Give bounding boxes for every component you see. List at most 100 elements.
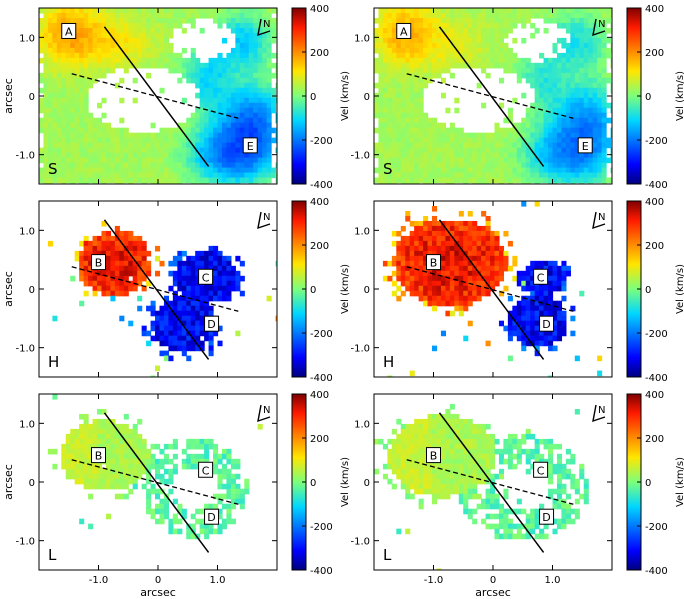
velocity-cell [485, 215, 491, 222]
velocity-cell [123, 240, 129, 247]
velocity-cell [507, 12, 513, 19]
component-label-B: B [91, 254, 106, 271]
velocity-cell [105, 240, 111, 247]
velocity-cell [405, 255, 411, 262]
velocity-cell [105, 162, 111, 169]
velocity-cell [570, 77, 576, 84]
velocity-cell [588, 157, 594, 164]
velocity-cell [74, 162, 80, 169]
velocity-cell [248, 97, 254, 104]
velocity-cell [472, 428, 478, 435]
velocity-cell [92, 428, 98, 435]
velocity-cell [534, 345, 540, 352]
velocity-cell [217, 250, 223, 257]
velocity-cell [105, 458, 111, 465]
velocity-cell [271, 102, 277, 109]
velocity-cell [221, 290, 228, 297]
velocity-cell [195, 285, 201, 292]
velocity-cell [114, 473, 120, 480]
velocity-cell [454, 295, 460, 302]
velocity-cell [128, 255, 134, 262]
velocity-cell [561, 157, 567, 164]
velocity-cells [382, 201, 603, 377]
velocity-cell [221, 177, 228, 184]
velocity-cell [561, 42, 567, 49]
component-label-D: D [204, 315, 220, 332]
velocity-cell [159, 57, 165, 64]
velocity-cell [119, 132, 125, 139]
velocity-cell [97, 117, 103, 124]
velocity-cell [400, 182, 406, 184]
velocity-cell [548, 62, 554, 69]
velocity-cell [418, 67, 424, 74]
velocity-cell [449, 182, 455, 184]
velocity-cell [208, 92, 214, 99]
velocity-cell [476, 290, 482, 297]
velocity-cell [601, 127, 607, 134]
velocity-cell [248, 172, 254, 179]
velocity-cell [521, 320, 527, 327]
velocity-cell [454, 413, 460, 420]
velocity-cell [405, 182, 411, 184]
velocity-cell [556, 62, 563, 69]
velocity-cell [97, 17, 103, 24]
velocity-cell [476, 82, 482, 89]
velocity-cell [552, 300, 558, 307]
velocity-cell [414, 142, 420, 149]
velocity-cell [597, 102, 603, 109]
velocity-cell [141, 265, 147, 272]
north-label: N [598, 212, 605, 223]
velocity-cell [418, 250, 424, 257]
velocity-cell [208, 265, 214, 272]
velocity-cell [418, 87, 424, 94]
velocity-cell [396, 275, 402, 282]
velocity-cell [181, 330, 187, 337]
velocity-cell [257, 27, 263, 34]
velocity-cell [432, 423, 438, 430]
velocity-cell [440, 300, 446, 307]
velocity-cell [101, 438, 107, 445]
velocity-cell [423, 82, 429, 89]
velocity-cell [409, 285, 415, 292]
velocity-cell [190, 137, 196, 144]
velocity-cell [132, 157, 138, 164]
velocity-cell [137, 305, 143, 312]
velocity-cell [213, 102, 219, 109]
velocity-cell [445, 172, 451, 179]
velocity-cell [427, 72, 433, 79]
velocity-cell [583, 82, 589, 89]
velocity-cell [105, 12, 111, 19]
velocity-cell [432, 147, 438, 154]
velocity-cell [123, 137, 129, 144]
velocity-cell [271, 17, 277, 24]
velocity-cell [213, 117, 219, 124]
velocity-cell [262, 92, 268, 99]
velocity-cell [494, 245, 500, 252]
velocity-cell [253, 22, 259, 29]
velocity-cell [467, 220, 473, 227]
velocity-cell [432, 117, 438, 124]
velocity-cell [543, 77, 549, 84]
velocity-cell [123, 157, 129, 164]
velocity-cell [221, 8, 228, 14]
north-label: N [263, 212, 270, 223]
velocity-cell [248, 112, 254, 119]
velocity-cell [467, 12, 473, 19]
velocity-cell [88, 57, 94, 64]
velocity-cell [552, 72, 558, 79]
velocity-cell [436, 37, 442, 44]
velocity-cell [445, 225, 451, 232]
velocity-cell [387, 37, 393, 44]
velocity-cell [507, 137, 513, 144]
velocity-cell [79, 87, 85, 94]
velocity-cell [52, 137, 58, 144]
velocity-cell [396, 67, 402, 74]
velocity-cell [427, 8, 433, 14]
velocity-cell [396, 57, 402, 64]
velocity-cell [445, 177, 451, 184]
velocity-cell [39, 152, 45, 159]
velocity-cell [150, 177, 156, 184]
velocity-cell [190, 325, 196, 332]
velocity-cell [521, 12, 527, 19]
velocity-cell [239, 162, 245, 169]
